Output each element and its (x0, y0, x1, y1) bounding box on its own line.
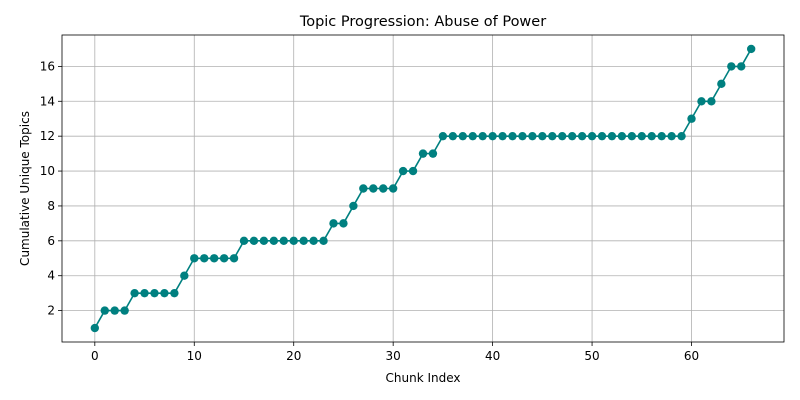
data-point (746, 44, 756, 54)
data-point (90, 323, 100, 333)
data-point (319, 236, 328, 246)
data-point (458, 131, 467, 141)
x-tick-label: 60 (684, 349, 699, 363)
series-line (94, 48, 752, 329)
data-point (299, 236, 308, 246)
data-point (607, 131, 617, 141)
data-point (657, 131, 666, 141)
x-tick-label: 20 (286, 349, 301, 363)
data-point (448, 131, 458, 141)
data-point (329, 219, 338, 228)
data-point (627, 131, 637, 141)
axis-ticks: 0 10 20 30 40 50 60 2 4 6 8 10 12 14 16 (40, 59, 699, 363)
y-axis-title: Cumulative Unique Topics (18, 111, 32, 266)
data-point (478, 131, 487, 141)
data-point (359, 184, 368, 193)
data-point (488, 131, 497, 141)
data-point (677, 131, 686, 141)
data-point (379, 184, 388, 193)
data-point (140, 288, 149, 298)
x-tick-label: 50 (584, 349, 599, 363)
x-tick-label: 0 (91, 349, 99, 363)
data-point (120, 306, 129, 315)
data-point (567, 131, 577, 141)
data-point (468, 131, 477, 141)
x-tick-label: 10 (187, 349, 202, 363)
data-point (697, 97, 706, 106)
data-point (339, 219, 348, 228)
data-point (687, 114, 696, 123)
y-tick-label: 12 (40, 129, 55, 143)
data-point (587, 131, 597, 141)
data-point (200, 254, 209, 263)
data-point (647, 131, 656, 141)
data-point (249, 236, 259, 246)
gridlines (62, 35, 784, 342)
y-tick-label: 2 (47, 304, 55, 318)
data-point (538, 131, 547, 141)
data-point (229, 254, 239, 263)
data-point (160, 288, 169, 298)
data-point (717, 79, 726, 89)
data-point (558, 131, 567, 141)
data-point (289, 236, 298, 246)
data-point (190, 254, 199, 263)
y-tick-label: 8 (47, 199, 55, 213)
data-point (408, 166, 418, 176)
data-point (667, 131, 676, 141)
data-point (418, 149, 428, 158)
data-point (737, 62, 746, 71)
data-point (100, 306, 109, 315)
data-point (508, 131, 517, 141)
data-point (727, 62, 736, 71)
data-point (279, 236, 288, 246)
data-point (269, 236, 279, 246)
data-point (388, 184, 398, 193)
data-point (219, 254, 229, 263)
data-point (398, 166, 408, 176)
data-point (577, 131, 587, 141)
x-axis-title: Chunk Index (386, 371, 461, 385)
plot-area-frame (61, 34, 785, 343)
data-point (110, 306, 119, 315)
data-point (239, 236, 249, 246)
data-point (518, 131, 527, 141)
y-tick-label: 4 (47, 269, 55, 283)
data-point (617, 131, 627, 141)
data-point (130, 288, 139, 298)
data-point (369, 184, 378, 193)
chart-title: Topic Progression: Abuse of Power (299, 14, 546, 30)
data-point (528, 131, 537, 141)
data-point (170, 288, 179, 298)
data-point (498, 131, 507, 141)
data-point (438, 131, 448, 141)
y-tick-label: 14 (40, 94, 55, 108)
data-point (209, 254, 219, 263)
y-tick-label: 6 (47, 234, 55, 248)
data-point (548, 131, 557, 141)
data-point (428, 149, 438, 158)
data-point (597, 131, 607, 141)
y-tick-label: 10 (40, 164, 55, 178)
data-series (90, 44, 756, 333)
data-point (180, 271, 189, 280)
data-point (309, 236, 318, 246)
data-point (150, 288, 159, 298)
data-point (349, 201, 358, 211)
data-point (637, 131, 646, 141)
x-tick-label: 40 (485, 349, 500, 363)
data-point (259, 236, 269, 246)
x-tick-label: 30 (386, 349, 401, 363)
data-point (707, 97, 716, 106)
y-tick-label: 16 (40, 59, 55, 73)
